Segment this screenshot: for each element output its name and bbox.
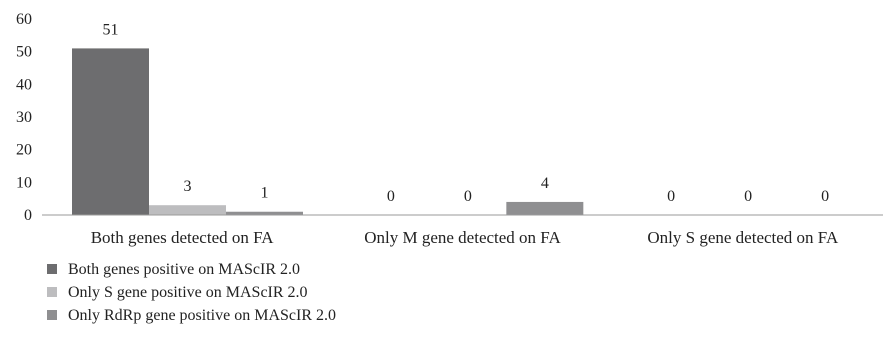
- x-category-label: Both genes detected on FA: [91, 228, 275, 247]
- x-axis: Both genes detected on FA Only M gene det…: [42, 214, 883, 247]
- y-tick-label: 0: [24, 207, 32, 224]
- data-label: 0: [667, 188, 675, 205]
- data-label: 1: [261, 185, 269, 202]
- y-tick-label: 20: [16, 142, 32, 159]
- data-label: 4: [541, 175, 549, 192]
- bar: [72, 48, 149, 216]
- data-label: 0: [387, 188, 395, 205]
- bar: [506, 201, 584, 215]
- y-axis: 0 10 20 30 40 50 60: [16, 11, 32, 224]
- legend-swatch: [47, 287, 57, 297]
- y-tick-label: 10: [16, 174, 32, 191]
- legend-swatch: [47, 264, 57, 274]
- legend-label: Both genes positive on MAScIR 2.0: [68, 261, 300, 278]
- data-label: 51: [103, 21, 119, 38]
- bar-series: [72, 48, 584, 216]
- y-tick-label: 60: [16, 11, 32, 28]
- bar: [149, 205, 226, 215]
- legend-label: Only S gene positive on MAScIR 2.0: [68, 284, 308, 301]
- data-label: 0: [464, 188, 472, 205]
- data-label: 3: [184, 178, 192, 195]
- legend-label: Only RdRp gene positive on MAScIR 2.0: [68, 307, 336, 324]
- legend: Both genes positive on MAScIR 2.0 Only S …: [47, 261, 336, 324]
- data-label: 0: [821, 188, 829, 205]
- x-category-label: Only S gene detected on FA: [647, 228, 839, 247]
- data-label: 0: [744, 188, 752, 205]
- bar: [226, 211, 303, 215]
- x-category-label: Only M gene detected on FA: [364, 228, 561, 247]
- y-tick-label: 40: [16, 76, 32, 93]
- y-tick-label: 50: [16, 44, 32, 61]
- y-tick-label: 30: [16, 109, 32, 126]
- data-labels: 51 0 0 3 0 0 1 4 0: [103, 21, 830, 205]
- legend-swatch: [47, 310, 57, 320]
